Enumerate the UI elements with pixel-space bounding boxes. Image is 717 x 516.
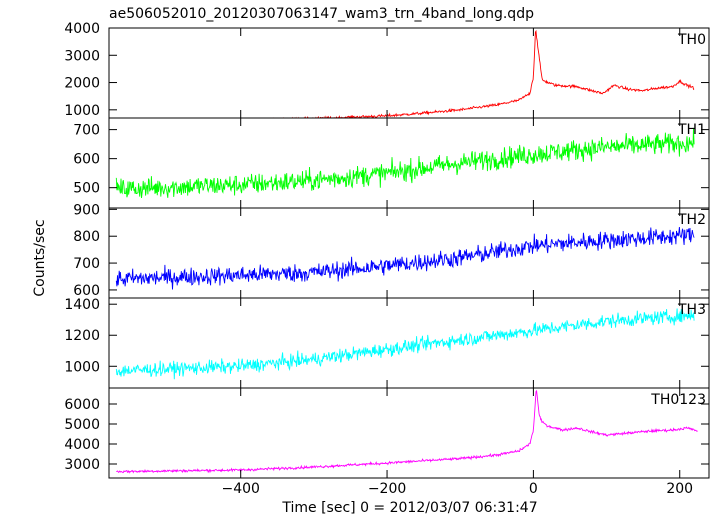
y-tick-label: 1000 xyxy=(64,103,100,119)
series-line-th0123 xyxy=(116,389,698,474)
series-line-th1 xyxy=(115,127,695,199)
y-tick-label: 5000 xyxy=(64,417,100,433)
y-tick-label: 700 xyxy=(73,123,100,139)
y-tick-label: 1200 xyxy=(64,328,100,344)
y-tick-label: 900 xyxy=(73,202,100,218)
y-tick-label: 1400 xyxy=(64,297,100,313)
y-tick-label: 600 xyxy=(73,283,100,299)
y-tick-label: 700 xyxy=(73,256,100,272)
y-tick-label: 1000 xyxy=(64,359,100,375)
x-axis: −400 −200 0 200 xyxy=(221,481,693,497)
x-tick-label: −400 xyxy=(221,481,259,497)
y-tick-label: 600 xyxy=(73,152,100,168)
x-axis-title: Time [sec] 0 = 2012/03/07 06:31:47 xyxy=(281,500,537,516)
series-label-th1: TH1 xyxy=(677,122,706,138)
panel-th2: 600 700 800 900 TH2 xyxy=(73,202,710,299)
panel-frame xyxy=(108,387,710,479)
y-tick-label: 4000 xyxy=(64,21,100,37)
panel-th3: 1000 1200 1400 TH3 xyxy=(64,297,710,389)
panel-frame xyxy=(108,27,710,119)
series-label-th3: TH3 xyxy=(677,302,706,318)
y-tick-label: 3000 xyxy=(64,48,100,64)
y-tick-label: 3000 xyxy=(64,457,100,473)
y-tick-label: 4000 xyxy=(64,437,100,453)
panels: 1000 2000 3000 4000 TH0 500 600 700 TH1 600 700 800… xyxy=(64,21,710,479)
panel-th0123: 3000 4000 5000 6000 TH0123 xyxy=(64,387,710,479)
x-tick-label: 0 xyxy=(529,481,538,497)
y-tick-label: 500 xyxy=(73,181,100,197)
y-tick-label: 2000 xyxy=(64,76,100,92)
series-line-th3 xyxy=(115,308,695,380)
y-tick-label: 800 xyxy=(73,229,100,245)
series-label-th0: TH0 xyxy=(677,32,706,48)
series-label-th2: TH2 xyxy=(677,212,706,228)
x-tick-label: −200 xyxy=(368,481,406,497)
panel-th0: 1000 2000 3000 4000 TH0 xyxy=(64,21,710,119)
series-line-th2 xyxy=(115,226,695,290)
panel-th1: 500 600 700 TH1 xyxy=(73,117,710,209)
y-tick-label: 6000 xyxy=(64,397,100,413)
x-tick-label: 200 xyxy=(666,481,693,497)
chart-title: ae506052010_20120307063147_wam3_trn_4ban… xyxy=(109,6,534,22)
series-label-th0123: TH0123 xyxy=(650,392,706,408)
y-axis-title: Counts/sec xyxy=(32,219,48,296)
series-line-th0 xyxy=(247,29,695,118)
panel-frame xyxy=(108,117,710,209)
